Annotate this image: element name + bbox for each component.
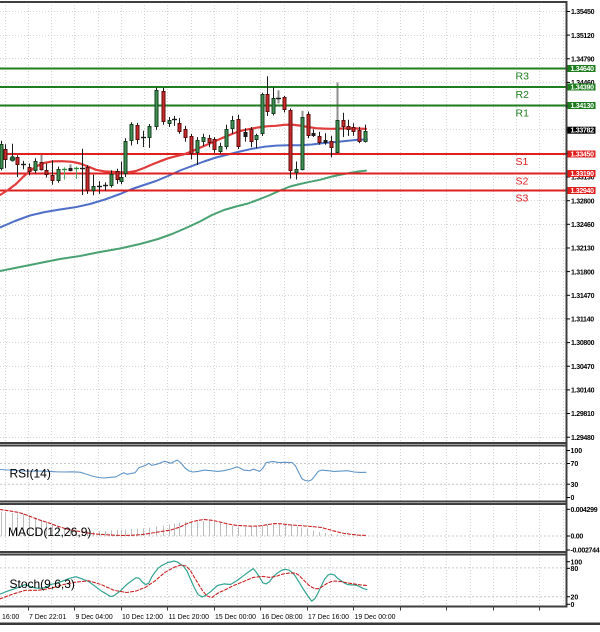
svg-text:S3: S3 — [516, 193, 529, 205]
svg-text:100: 100 — [571, 448, 583, 455]
svg-text:1.31140: 1.31140 — [571, 317, 594, 324]
svg-text:1.30470: 1.30470 — [571, 364, 595, 371]
svg-text:1.33782: 1.33782 — [571, 128, 595, 135]
svg-text:RSI(14): RSI(14) — [10, 467, 51, 481]
svg-text:19 Dec 00:00: 19 Dec 00:00 — [355, 614, 396, 621]
svg-text:1.30800: 1.30800 — [571, 340, 595, 347]
svg-text:1.34790: 1.34790 — [571, 56, 595, 63]
svg-text:1.34130: 1.34130 — [571, 103, 595, 110]
svg-text:1.32940: 1.32940 — [571, 188, 595, 195]
svg-text:30: 30 — [571, 482, 579, 489]
svg-text:MACD(12,26,9): MACD(12,26,9) — [8, 525, 91, 539]
svg-text:1.32460: 1.32460 — [571, 222, 595, 229]
svg-text:0.004299: 0.004299 — [571, 507, 598, 514]
svg-text:15 Dec 00:00: 15 Dec 00:00 — [215, 614, 256, 621]
svg-text:1.35120: 1.35120 — [571, 33, 595, 40]
svg-text:0.00: 0.00 — [571, 534, 584, 541]
svg-text:70: 70 — [571, 461, 579, 468]
svg-text:S2: S2 — [516, 176, 529, 188]
svg-text:20: 20 — [571, 594, 579, 601]
svg-text:80: 80 — [571, 566, 579, 573]
svg-text:10 Dec 12:00: 10 Dec 12:00 — [122, 614, 163, 621]
svg-text:1.31470: 1.31470 — [571, 293, 595, 300]
svg-text:7 Dec 22:01: 7 Dec 22:01 — [29, 614, 66, 621]
svg-text:11 Dec 20:00: 11 Dec 20:00 — [169, 614, 210, 621]
svg-text:1.29480: 1.29480 — [571, 435, 595, 442]
svg-text:S1: S1 — [516, 156, 529, 168]
svg-text:1.32800: 1.32800 — [571, 198, 595, 205]
svg-text:0: 0 — [571, 495, 575, 502]
svg-text:1.33450: 1.33450 — [571, 152, 595, 159]
svg-text:17 Dec 16:00: 17 Dec 16:00 — [308, 614, 349, 621]
svg-text:R3: R3 — [516, 71, 530, 83]
svg-text:Stoch(9,6,3): Stoch(9,6,3) — [10, 577, 75, 591]
svg-text:1.34390: 1.34390 — [571, 85, 595, 92]
svg-text:-0.002744: -0.002744 — [571, 548, 600, 555]
svg-text:1.35450: 1.35450 — [571, 9, 595, 16]
svg-text:1.32130: 1.32130 — [571, 246, 595, 253]
svg-text:1.33190: 1.33190 — [571, 171, 595, 178]
svg-text:1.29810: 1.29810 — [571, 411, 595, 418]
svg-text:R2: R2 — [516, 89, 530, 101]
svg-text:16:00: 16:00 — [2, 614, 19, 621]
svg-text:1.31800: 1.31800 — [571, 269, 595, 276]
svg-text:0: 0 — [571, 602, 575, 609]
svg-text:16 Dec 08:00: 16 Dec 08:00 — [262, 614, 303, 621]
svg-text:1.30140: 1.30140 — [571, 388, 595, 395]
svg-text:9 Dec 04:00: 9 Dec 04:00 — [76, 614, 113, 621]
svg-text:R1: R1 — [516, 108, 530, 120]
svg-text:1.34640: 1.34640 — [571, 66, 595, 73]
